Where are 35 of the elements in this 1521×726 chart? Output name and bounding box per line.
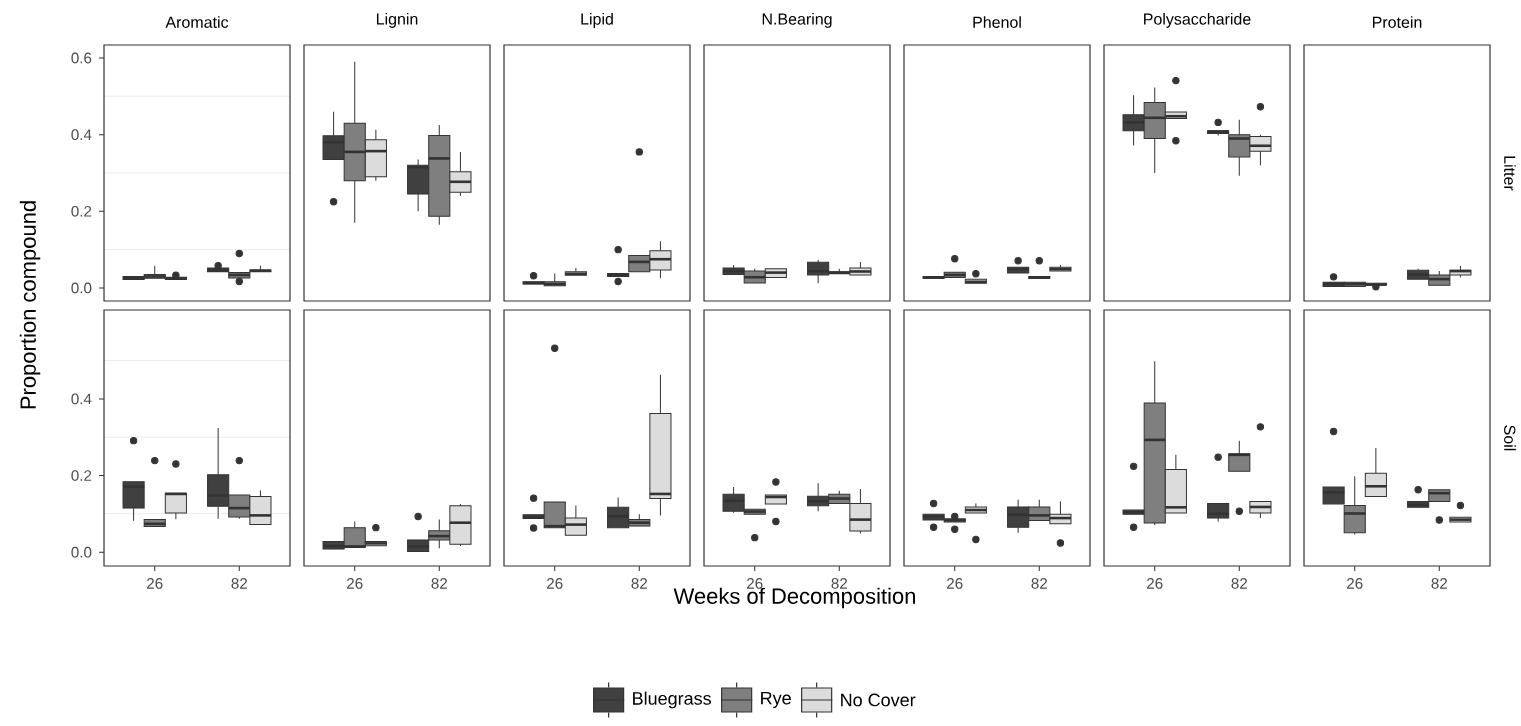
chart-title: Lignin xyxy=(376,12,418,28)
y-tick-label: 0.4 xyxy=(71,393,92,405)
text: Litter xyxy=(1504,156,1516,191)
chart-title: N.Bearing xyxy=(762,12,832,28)
chart-title: Polysaccharide xyxy=(1144,12,1251,28)
legend-label: Bluegrass xyxy=(633,691,711,709)
x-tick-label: 82 xyxy=(231,578,247,589)
x-tick-label: 26 xyxy=(347,578,363,589)
y-tick-label: 0.2 xyxy=(71,205,92,217)
chart-title: Phenol xyxy=(973,16,1021,28)
x-axis-title: Weeks of Decomposition xyxy=(673,587,915,609)
x-tick-label: 26 xyxy=(1147,578,1163,589)
legend-label: No Cover xyxy=(841,693,916,707)
legend-label: Rye xyxy=(761,691,791,709)
x-tick-label: 82 xyxy=(1031,578,1047,589)
chart-title: Aromatic xyxy=(165,16,229,28)
chart-title: Protein xyxy=(1372,16,1422,28)
y-tick-label: 0.6 xyxy=(71,52,92,64)
x-tick-label: 26 xyxy=(747,578,763,589)
x-tick-label: 26 xyxy=(147,578,163,589)
y-tick-label: 0.0 xyxy=(71,546,92,558)
text: Soil xyxy=(1504,425,1516,451)
x-tick-label: 26 xyxy=(947,578,963,589)
y-tick-label: 0.4 xyxy=(71,129,92,141)
x-tick-label: 82 xyxy=(1431,578,1447,589)
y-axis-title: Proportion compound xyxy=(19,201,41,409)
x-tick-label: 82 xyxy=(631,578,647,589)
x-tick-label: 26 xyxy=(547,578,563,589)
y-tick-label: 0.2 xyxy=(71,470,92,481)
x-tick-label: 82 xyxy=(1231,578,1247,589)
x-tick-label: 82 xyxy=(831,578,847,589)
x-tick-label: 26 xyxy=(1347,578,1363,589)
chart-title: Lipid xyxy=(581,12,613,28)
x-tick-label: 82 xyxy=(431,578,447,589)
y-tick-label: 0.0 xyxy=(71,282,92,294)
